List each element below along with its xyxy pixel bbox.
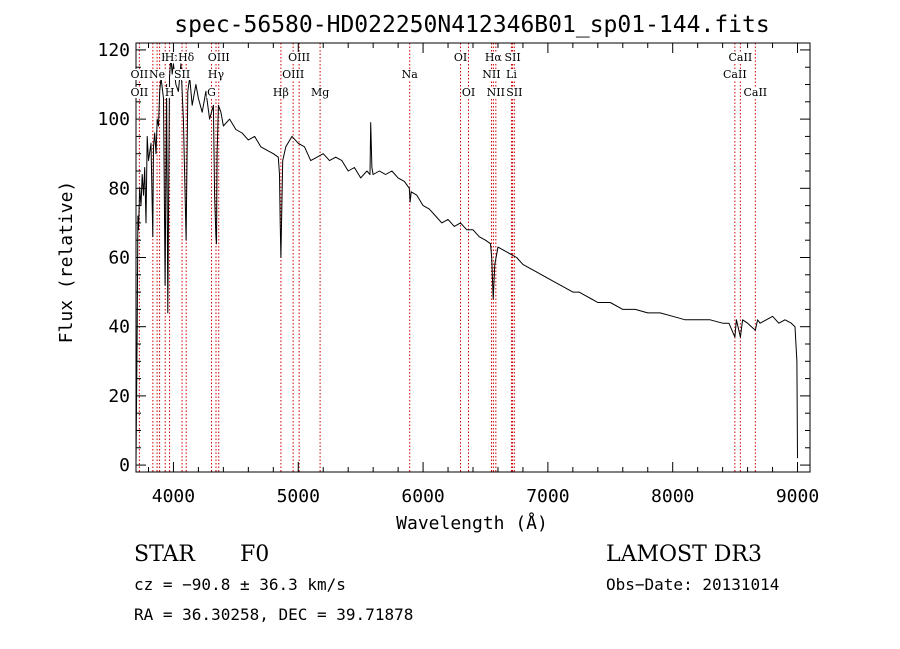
line-label-bg: [173, 69, 191, 80]
line-marker-label: Hα: [485, 51, 503, 64]
line-marker-label: CaII: [723, 68, 747, 81]
x-axis-label: Wavelength (Å): [396, 512, 548, 534]
line-label-bg: [130, 87, 149, 98]
line-label-bg: [287, 52, 311, 63]
line-marker-label: OIII: [288, 51, 310, 64]
line-marker-label: OII: [131, 68, 149, 81]
line-label-bg: [272, 87, 290, 98]
line-label-bg: [401, 69, 419, 80]
line-label-bg: [164, 52, 175, 63]
line-marker-label: OIII: [208, 51, 230, 64]
line-marker-label: NII: [487, 86, 505, 99]
line-label-bg: [207, 69, 226, 80]
chart-title: spec-56580-HD022250N412346B01_sp01-144.f…: [174, 12, 769, 38]
line-label-bg: [177, 52, 196, 63]
line-marker-labels: HεKHHδOIIIOIINeSIIHγOIIHGOIIIOIIIHβMgNaO…: [130, 51, 768, 99]
line-marker-label: SII: [504, 51, 520, 64]
line-label-bg: [281, 69, 305, 80]
object-class: STAR: [134, 542, 196, 567]
line-label-bg: [481, 69, 502, 80]
line-marker-label: Hβ: [273, 86, 289, 99]
line-marker-label: Hδ: [178, 51, 195, 64]
line-label-bg: [728, 52, 753, 63]
plot-frame: [135, 42, 811, 473]
axis-ticks: 4000 5000 6000 7000 8000 9000 0 20 40 60 80 100 120: [97, 40, 819, 507]
line-label-bg: [505, 69, 518, 80]
x-tick-label: 6000: [401, 486, 444, 507]
spectrum-line: [135, 56, 798, 466]
line-label-bg: [164, 87, 175, 98]
line-marker-label: Ne: [149, 68, 165, 81]
line-marker-label: OIII: [282, 68, 304, 81]
line-label-bg: [453, 52, 468, 63]
y-tick-label: 40: [108, 317, 130, 338]
x-tick-label: 8000: [651, 486, 694, 507]
line-label-bg: [486, 87, 506, 98]
x-tick-label: 5000: [277, 486, 320, 507]
line-marker-label: Mg: [311, 86, 329, 99]
line-marker-label: OII: [131, 86, 149, 99]
x-tick-label: 9000: [776, 486, 819, 507]
sky-coordinates: RA = 36.30258, DEC = 39.71878: [134, 605, 413, 624]
line-marker-label: CaII: [729, 51, 753, 64]
spectrum-series: [135, 56, 798, 466]
observation-date: Obs−Date: 20131014: [606, 575, 779, 594]
line-marker-label: CaII: [743, 86, 767, 99]
line-marker-label: NII: [482, 68, 500, 81]
line-label-bg: [310, 87, 330, 98]
survey-name: LAMOST DR3: [606, 542, 762, 567]
line-marker-label: OI: [454, 51, 467, 64]
line-label-bg: [742, 87, 768, 98]
line-label-bg: [722, 69, 748, 80]
y-tick-label: 0: [119, 455, 130, 476]
line-label-bg: [505, 87, 523, 98]
line-marker-label: H: [165, 51, 175, 64]
object-subclass: F0: [240, 542, 269, 567]
line-marker-label: G: [207, 86, 216, 99]
line-label-bg: [148, 69, 166, 80]
line-label-bg: [207, 52, 231, 63]
x-tick-label: 4000: [152, 486, 195, 507]
line-label-bg: [461, 87, 476, 98]
line-marker-label: Hγ: [208, 68, 225, 81]
line-marker-label: H: [165, 86, 175, 99]
y-tick-label: 100: [97, 109, 130, 130]
line-marker-label: Na: [402, 68, 419, 81]
line-label-bg: [484, 52, 503, 63]
line-marker-label: Li: [506, 68, 517, 81]
line-label-bg: [503, 52, 522, 63]
y-tick-label: 60: [108, 248, 130, 269]
y-axis-label: Flux (relative): [56, 181, 77, 344]
redshift-cz: cz = −90.8 ± 36.3 km/s: [134, 575, 346, 594]
line-label-bg: [130, 69, 149, 80]
line-marker-label: SII: [174, 68, 190, 81]
y-tick-label: 20: [108, 386, 130, 407]
y-tick-label: 80: [108, 178, 130, 199]
line-marker-label: SII: [506, 86, 522, 99]
line-label-bg: [206, 87, 217, 98]
line-marker-group: [138, 43, 756, 472]
y-tick-label: 120: [97, 40, 130, 61]
line-marker-label: OI: [462, 86, 475, 99]
x-tick-label: 7000: [526, 486, 569, 507]
